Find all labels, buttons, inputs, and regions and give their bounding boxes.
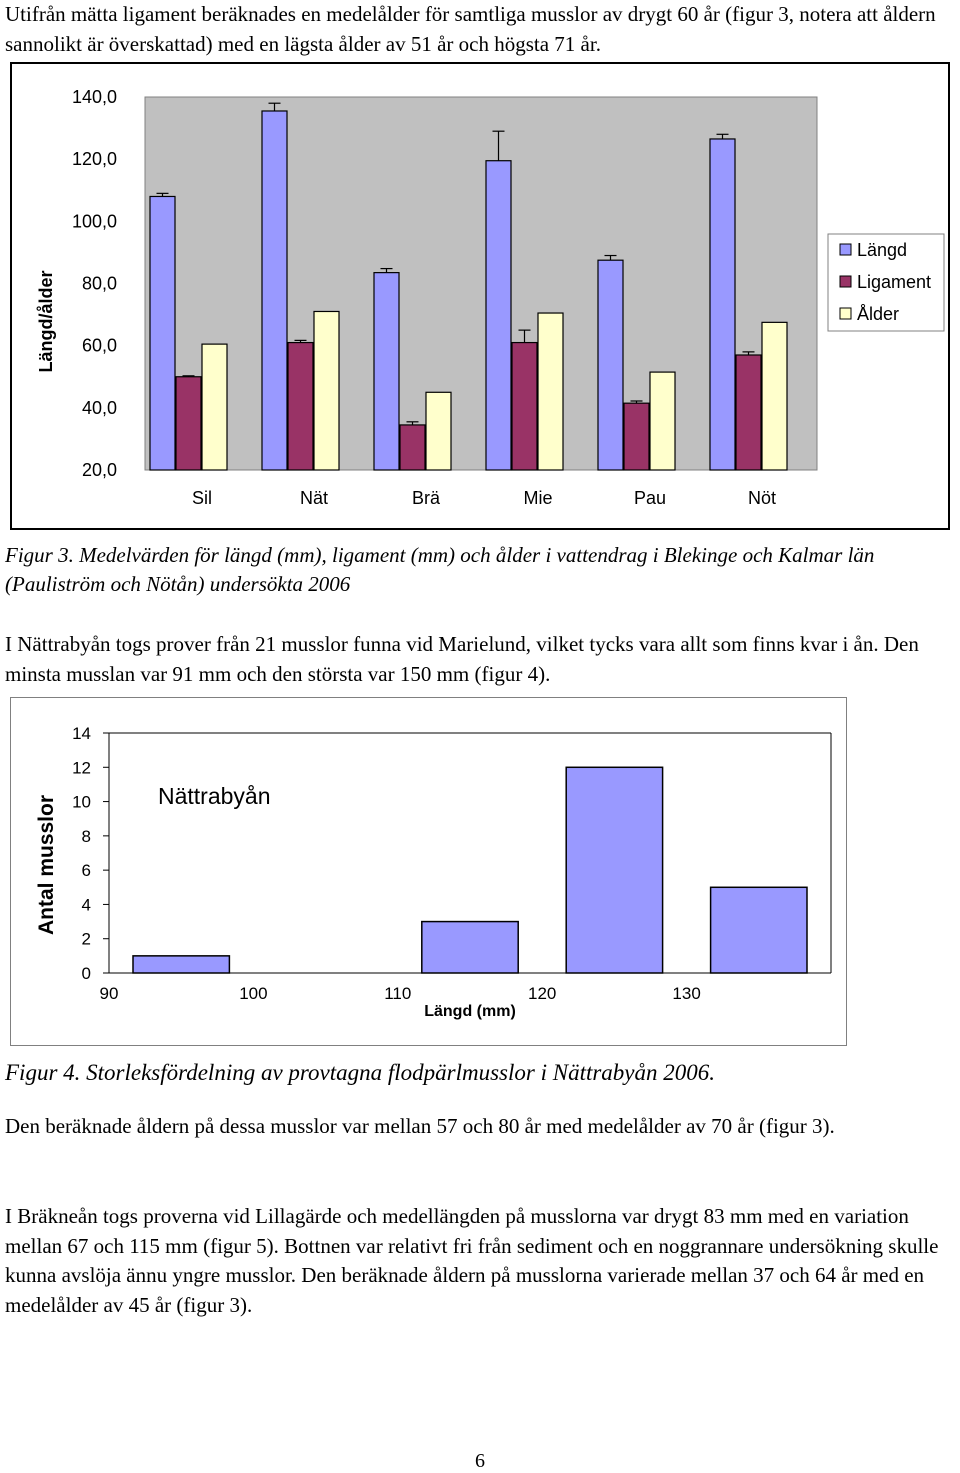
bar-ålder-brä <box>425 391 452 471</box>
y-tick-label: 60,0 <box>82 336 117 356</box>
x-tick-label: Nät <box>300 488 328 508</box>
legend-swatch-ålder <box>839 307 852 320</box>
x-tick-label: Mie <box>523 488 552 508</box>
x-tick-label: Sil <box>192 488 212 508</box>
x-tick-label: Nöt <box>748 488 776 508</box>
x-tick-label: Pau <box>634 488 666 508</box>
y-tick-label: 8 <box>82 827 91 846</box>
x-tick-label: 100 <box>239 984 267 1003</box>
y-tick-label: 10 <box>72 793 91 812</box>
bar-längd-nöt <box>709 138 736 471</box>
chart-title: Nättrabyån <box>158 783 271 809</box>
legend-swatch-längd <box>839 243 852 256</box>
figure-4-chart: 0 2 4 6 8 10 12 14 Antal musslor 90 100 110 120 130 Lä… <box>10 697 847 1046</box>
y-tick-label: 20,0 <box>82 460 117 480</box>
bar-ligament-nät <box>287 341 314 471</box>
bar-ligament-brä <box>399 424 426 471</box>
bar-ligament-pau <box>623 402 650 471</box>
histogram-bar-130-140 <box>709 886 808 974</box>
histogram-bar-90-100 <box>132 955 231 974</box>
paragraph-intro: Utifrån mätta ligament beräknades en med… <box>5 2 936 56</box>
paragraph-braknean: I Bräkneån togs proverna vid Lillagärde … <box>5 1204 939 1317</box>
histogram-bar-120-130 <box>565 766 664 974</box>
bar-ligament-mie <box>511 341 538 471</box>
plot-area <box>144 96 818 471</box>
y-tick-label: 2 <box>82 930 91 949</box>
legend-label: Ligament <box>857 272 931 292</box>
legend-swatch-ligament <box>839 275 852 288</box>
y-tick-label: 80,0 <box>82 274 117 294</box>
figure-3-plot: 20,0 40,0 60,0 80,0 100,0 120,0 140,0 Längd/åld… <box>36 87 945 508</box>
y-tick-label: 12 <box>72 758 91 777</box>
bar-längd-mie <box>485 160 512 471</box>
x-tick-label: Brä <box>412 488 441 508</box>
y-tick-label: 40,0 <box>82 398 117 418</box>
paragraph-age: Den beräknade åldern på dessa musslor va… <box>5 1114 835 1138</box>
x-tick-label: 120 <box>528 984 556 1003</box>
y-tick-label: 120,0 <box>72 149 117 169</box>
legend: Längd Ligament Ålder <box>827 233 945 332</box>
bar-ligament-sil <box>175 376 202 471</box>
figure-3-chart: 20,0 40,0 60,0 80,0 100,0 120,0 140,0 Längd/åld… <box>10 62 950 530</box>
bar-längd-pau <box>597 259 624 471</box>
y-axis-label: Antal musslor <box>35 795 58 935</box>
bar-ålder-pau <box>649 371 676 471</box>
legend-label: Ålder <box>857 304 899 324</box>
bar-ålder-nöt <box>761 321 788 471</box>
bar-ligament-nöt <box>735 354 762 471</box>
bar-längd-sil <box>149 195 176 471</box>
page-number: 6 <box>475 1450 485 1472</box>
y-tick-label: 4 <box>82 895 91 914</box>
histogram-bar-110-120 <box>421 920 519 974</box>
legend-label: Längd <box>857 240 907 260</box>
figure-3-caption: Figur 3. Medelvärden för längd (mm), lig… <box>5 543 875 596</box>
paragraph-nattrabyan: I Nättrabyån togs prover från 21 musslor… <box>5 632 919 686</box>
y-tick-label: 14 <box>72 724 91 743</box>
bar-längd-brä <box>373 272 400 471</box>
bar-ålder-sil <box>201 343 228 471</box>
figure-4-caption: Figur 4. Storleksfördelning av provtagna… <box>5 1060 716 1085</box>
x-axis-label: Längd (mm) <box>424 1003 516 1020</box>
y-tick-label: 0 <box>82 964 91 983</box>
x-tick-label: 130 <box>672 984 700 1003</box>
bar-ålder-mie <box>537 312 564 471</box>
y-axis-label: Längd/ålder <box>36 270 56 372</box>
y-tick-label: 140,0 <box>72 87 117 107</box>
figure-4-plot: 0 2 4 6 8 10 12 14 Antal musslor 90 100 110 120 130 Lä… <box>35 724 832 1020</box>
bar-längd-nät <box>261 110 288 471</box>
x-tick-label: 110 <box>384 984 411 1003</box>
y-tick-label: 6 <box>82 861 91 880</box>
bar-ålder-nät <box>313 310 340 471</box>
x-tick-label: 90 <box>100 984 119 1003</box>
y-tick-label: 100,0 <box>72 211 117 231</box>
